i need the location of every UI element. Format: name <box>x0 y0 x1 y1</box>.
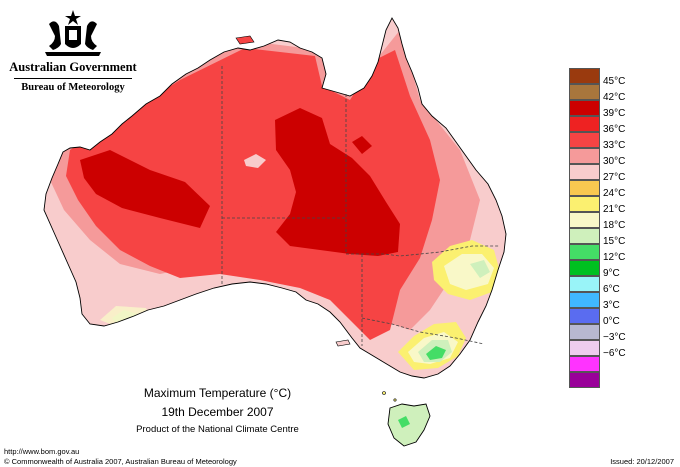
legend-label: 24°C <box>603 188 626 199</box>
legend-swatch <box>569 244 600 260</box>
band-sw-cream <box>100 306 150 328</box>
state-borders <box>221 66 500 346</box>
island-1 <box>382 391 386 395</box>
legend-swatch <box>569 292 600 308</box>
legend-swatch <box>569 308 600 324</box>
tasmania-green <box>398 416 410 428</box>
band-dark-red-west <box>80 150 210 228</box>
legend-swatch <box>569 148 600 164</box>
legend-swatch <box>569 84 600 100</box>
legend-swatch <box>569 356 600 372</box>
island-2 <box>393 398 397 402</box>
legend-label: 18°C <box>603 220 626 231</box>
border-qld-nsw <box>346 245 500 257</box>
legend-label: 21°C <box>603 204 626 215</box>
band-vic-green <box>426 346 446 360</box>
band-salmon-island-1 <box>236 196 262 214</box>
legend-label: 3°C <box>603 300 620 311</box>
legend-label: 12°C <box>603 252 626 263</box>
copyright-notice: © Commonwealth of Australia 2007, Austra… <box>4 457 237 466</box>
legend-swatch <box>569 228 600 244</box>
tasmania <box>387 403 431 447</box>
legend-swatch <box>569 180 600 196</box>
logo-divider <box>14 78 132 79</box>
issued-date: Issued: 20/12/2007 <box>610 457 674 466</box>
legend-swatch <box>569 260 600 276</box>
band-pink-island-1 <box>244 154 266 168</box>
mainland-outline <box>43 17 507 379</box>
legend-label: 9°C <box>603 268 620 279</box>
bureau-title: Bureau of Meteorology <box>21 82 125 93</box>
legend-label: 30°C <box>603 156 626 167</box>
legend-label: 27°C <box>603 172 626 183</box>
legend-label: 6°C <box>603 284 620 295</box>
legend-label: 33°C <box>603 140 626 151</box>
legend-swatch <box>569 68 600 84</box>
legend-label: 42°C <box>603 92 626 103</box>
legend-label: −6°C <box>603 348 626 359</box>
legend-label: −3°C <box>603 332 626 343</box>
map-product-credit: Product of the National Climate Centre <box>136 424 299 435</box>
island-melville <box>235 35 255 45</box>
legend-label: 45°C <box>603 76 626 87</box>
legend-label: 36°C <box>603 124 626 135</box>
legend-swatch <box>569 196 600 212</box>
legend-swatch <box>569 372 600 388</box>
island-kangaroo <box>335 339 351 347</box>
legend-swatch <box>569 132 600 148</box>
map-date: 19th December 2007 <box>161 405 274 419</box>
legend-swatch <box>569 340 600 356</box>
band-dark-red-central <box>275 108 400 256</box>
government-logo: Australian Government Bureau of Meteorol… <box>8 8 138 93</box>
legend-swatch <box>569 116 600 132</box>
legend-swatch <box>569 324 600 340</box>
legend-label: 15°C <box>603 236 626 247</box>
legend-swatch <box>569 212 600 228</box>
border-nsw-vic <box>361 317 485 345</box>
legend-label: 39°C <box>603 108 626 119</box>
band-dark-red-east <box>352 136 372 154</box>
legend-swatch <box>569 276 600 292</box>
legend-label: 0°C <box>603 316 620 327</box>
coat-of-arms-icon <box>45 10 101 56</box>
band-se-green <box>470 260 490 278</box>
band-red <box>66 48 440 340</box>
map-title: Maximum Temperature (°C) <box>143 386 292 400</box>
legend-swatch <box>569 100 600 116</box>
legend-swatch <box>569 164 600 180</box>
government-title: Australian Government <box>9 60 137 74</box>
website-link[interactable]: http://www.bom.gov.au <box>4 447 80 456</box>
